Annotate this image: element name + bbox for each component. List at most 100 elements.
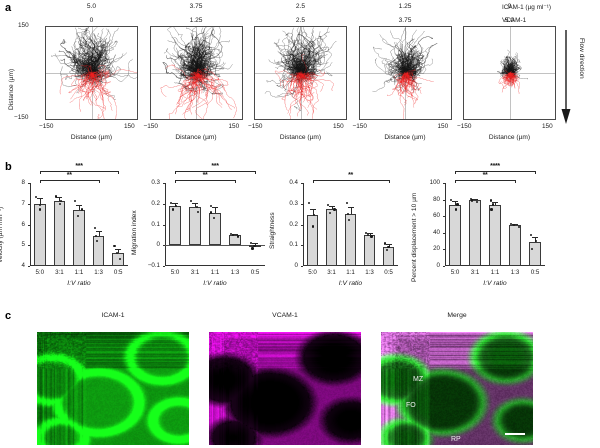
datapoint-percent-displacement-3-1 bbox=[513, 224, 516, 227]
sig-line-percent-displacement-0 bbox=[455, 171, 535, 172]
datapoint-velocity-0-1 bbox=[38, 203, 41, 206]
merge-region-label-mz: MZ bbox=[413, 376, 424, 383]
ytick-mark-straightness-4 bbox=[300, 183, 303, 184]
ytick-label-velocity-1: 5 bbox=[21, 241, 25, 249]
xtick-migration-index-3: 1:3 bbox=[230, 269, 240, 276]
ytick-mark-migration-index-4 bbox=[162, 183, 165, 184]
scale-bar bbox=[505, 433, 525, 435]
track-plot-1 bbox=[149, 26, 243, 120]
bar-straightness-3-1 bbox=[325, 209, 338, 266]
errorbar-percent-displacement-2 bbox=[495, 202, 496, 205]
panel-a-xtick-right-1: 150 bbox=[228, 123, 240, 130]
datapoint-straightness-3-2 bbox=[370, 235, 373, 238]
bar-migration-index-5-0 bbox=[169, 206, 181, 246]
ytick-mark-percent-displacement-2 bbox=[442, 232, 445, 234]
ytick-label-percent-displacement-4: 80 bbox=[433, 195, 440, 203]
track-plot-0 bbox=[45, 26, 138, 120]
errorcap-percent-displacement-4 bbox=[532, 236, 538, 238]
xtick-migration-index-2: 1:1 bbox=[210, 269, 220, 276]
datapoint-migration-index-3-0 bbox=[230, 232, 233, 235]
datapoint-straightness-1-0 bbox=[326, 203, 330, 206]
datapoint-percent-displacement-4-0 bbox=[530, 234, 533, 237]
datapoint-velocity-1-0 bbox=[54, 195, 57, 198]
sig-tick-straightness-0-1 bbox=[388, 180, 390, 183]
icam-concentration-4: 0 bbox=[507, 3, 512, 10]
ytick-mark-percent-displacement-4 bbox=[442, 199, 445, 201]
bar-velocity-3-1 bbox=[53, 200, 66, 266]
merge-region-label-rp: RP bbox=[451, 436, 461, 443]
flow-direction-label: Flow direction bbox=[578, 38, 585, 79]
xtick-straightness-2: 1:1 bbox=[346, 269, 355, 276]
ytick-label-percent-displacement-1: 20 bbox=[433, 245, 440, 253]
ytick-mark-percent-displacement-3 bbox=[442, 216, 445, 218]
xtick-straightness-4: 0:5 bbox=[384, 269, 393, 276]
datapoint-straightness-0-2 bbox=[311, 225, 315, 228]
datapoint-velocity-2-0 bbox=[74, 200, 77, 203]
panel-a-xtick-left-2: −150 bbox=[248, 123, 263, 130]
datapoint-migration-index-0-2 bbox=[171, 208, 174, 211]
errorbar-velocity-0 bbox=[39, 198, 41, 204]
micrograph-merge: MZ FO RP bbox=[381, 332, 533, 445]
ytick-label-velocity-2: 6 bbox=[21, 220, 25, 228]
ytick-mark-straightness-0 bbox=[300, 266, 303, 267]
xtick-percent-displacement-0: 5:0 bbox=[450, 269, 460, 276]
datapoint-straightness-2-1 bbox=[346, 213, 349, 216]
sig-stars-migration-index-1: ** bbox=[202, 172, 208, 179]
sig-line-straightness-0 bbox=[312, 180, 389, 181]
datapoint-straightness-4-2 bbox=[386, 248, 389, 251]
sig-tick-velocity-1-0 bbox=[39, 180, 41, 183]
panel-a-xtick-right-0: 150 bbox=[124, 123, 135, 130]
datapoint-velocity-4-0 bbox=[113, 245, 116, 248]
errorcap-percent-displacement-0 bbox=[452, 201, 458, 203]
ytick-label-migration-index-1: 0 bbox=[156, 241, 160, 249]
sig-line-migration-index-0 bbox=[175, 171, 255, 172]
ylabel-velocity: Velocity (µm min⁻¹) bbox=[0, 207, 4, 264]
icam-concentration-3: 1.25 bbox=[398, 3, 412, 10]
ytick-label-velocity-3: 7 bbox=[21, 199, 25, 207]
xtick-migration-index-4: 0:5 bbox=[250, 269, 260, 276]
datapoint-percent-displacement-4-1 bbox=[535, 240, 538, 243]
ytick-mark-migration-index-0 bbox=[162, 266, 165, 267]
errorcap-straightness-0 bbox=[309, 208, 316, 210]
bar-velocity-1-3 bbox=[92, 235, 105, 266]
sig-tick-migration-index-0-1 bbox=[255, 171, 256, 174]
errorcap-straightness-2 bbox=[347, 207, 354, 209]
errorbar-velocity-1 bbox=[59, 197, 61, 201]
xtick-velocity-1: 3:1 bbox=[55, 269, 64, 276]
datapoint-percent-displacement-4-2 bbox=[530, 248, 533, 251]
datapoint-percent-displacement-1-1 bbox=[470, 199, 473, 202]
panel-a-xtick-left-1: −150 bbox=[143, 123, 158, 130]
datapoint-percent-displacement-1-2 bbox=[475, 200, 478, 204]
datapoint-velocity-3-1 bbox=[94, 234, 97, 237]
sig-line-migration-index-1 bbox=[175, 180, 235, 181]
panel-a-xtick-left-0: −150 bbox=[39, 123, 54, 130]
ytick-label-percent-displacement-5: 100 bbox=[429, 179, 440, 186]
errorbar-percent-displacement-0 bbox=[455, 201, 456, 205]
panel-a-migration-tracks: a 5.0 0 −150 150 Distance (µm) 3.75 1.25 −150 15… bbox=[0, 0, 600, 152]
sig-line-velocity-1 bbox=[39, 180, 99, 181]
errorcap-percent-displacement-2 bbox=[492, 202, 498, 204]
datapoint-straightness-3-1 bbox=[367, 233, 370, 236]
merge-region-label-fo: FO bbox=[406, 402, 416, 409]
xtick-percent-displacement-3: 1:3 bbox=[510, 269, 520, 276]
errorcap-straightness-3 bbox=[366, 233, 373, 234]
errorbar-velocity-3 bbox=[98, 231, 100, 236]
ytick-label-percent-displacement-3: 60 bbox=[433, 212, 440, 220]
datapoint-velocity-4-2 bbox=[118, 258, 121, 261]
vcam-concentration-3: 3.75 bbox=[398, 17, 412, 24]
ytick-mark-velocity-0 bbox=[27, 266, 30, 267]
icam-concentration-2: 2.5 bbox=[295, 3, 306, 10]
ytick-label-percent-displacement-0: 0 bbox=[436, 262, 440, 269]
errorcap-percent-displacement-1 bbox=[472, 199, 478, 201]
errorbar-straightness-0 bbox=[312, 208, 314, 216]
vcam-concentration-0: 0 bbox=[89, 17, 94, 24]
datapoint-straightness-1-1 bbox=[333, 208, 336, 211]
xlabel-percent-displacement: I:V ratio bbox=[483, 280, 507, 287]
datapoint-straightness-0-0 bbox=[307, 201, 311, 204]
bar-migration-index-1-3 bbox=[229, 235, 241, 246]
datapoint-migration-index-2-1 bbox=[210, 211, 213, 214]
sig-tick-migration-index-1-0 bbox=[175, 180, 176, 183]
errorcap-migration-index-4 bbox=[252, 242, 258, 244]
xtick-migration-index-1: 3:1 bbox=[190, 269, 200, 276]
sig-tick-straightness-0-0 bbox=[312, 180, 314, 183]
